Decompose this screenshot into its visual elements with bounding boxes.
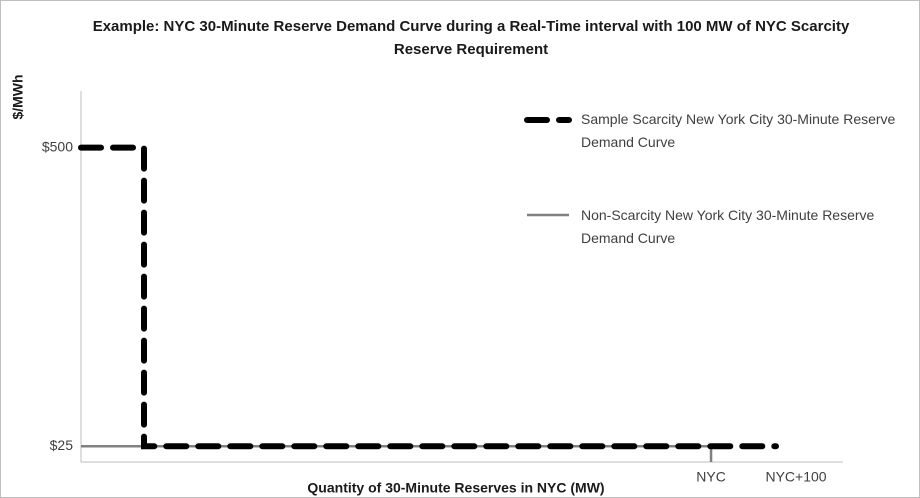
x-axis-label: Quantity of 30-Minute Reserves in NYC (M… [307, 480, 604, 496]
y-tick-label: $25 [50, 437, 74, 453]
y-axis-label: $/MWh [10, 74, 26, 119]
x-tick-label: NYC [696, 469, 726, 485]
y-tick-label: $500 [42, 138, 73, 154]
x-tick-label: NYC+100 [765, 469, 826, 485]
series-line [78, 144, 779, 450]
chart-title: Example: NYC 30-Minute Reserve Demand Cu… [92, 18, 850, 58]
legend-label: Non-Scarcity New York City 30-Minute Res… [581, 207, 875, 246]
legend-label: Sample Scarcity New York City 30-Minute … [581, 111, 896, 150]
